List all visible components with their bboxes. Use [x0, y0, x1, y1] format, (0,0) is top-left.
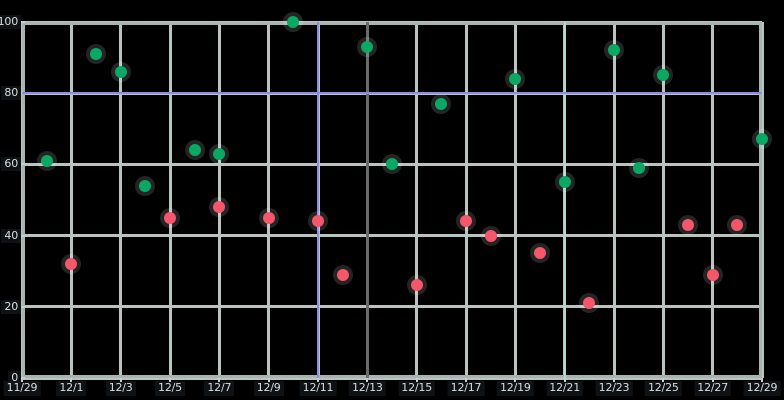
- gridline-horizontal: [22, 376, 762, 380]
- y-axis-tick-label: 40: [1, 228, 21, 243]
- x-axis-tick-label: 12/7: [204, 381, 235, 396]
- data-point-green[interactable]: [361, 40, 374, 53]
- data-point-red[interactable]: [312, 215, 324, 228]
- x-axis-tick-label: 12/25: [644, 381, 682, 396]
- marker-line-vertical: [366, 22, 370, 378]
- x-axis-tick: [514, 378, 517, 382]
- data-point-green[interactable]: [287, 16, 300, 28]
- x-axis-tick-label: 12/13: [348, 381, 386, 396]
- y-axis-tick: [21, 21, 25, 23]
- gridline-horizontal: [22, 305, 762, 309]
- x-axis-tick: [613, 378, 615, 382]
- y-axis-tick: [21, 163, 25, 166]
- x-axis-tick-label: 12/27: [694, 381, 732, 396]
- data-point-red[interactable]: [262, 211, 275, 224]
- gridline-horizontal: [22, 234, 762, 238]
- x-axis-tick-label: 11/29: [3, 381, 41, 396]
- gridline-vertical: [612, 22, 616, 378]
- data-point-green[interactable]: [435, 97, 448, 110]
- data-point-red[interactable]: [484, 229, 497, 242]
- x-axis-tick-label: 12/15: [398, 381, 436, 396]
- y-axis-tick-label: 20: [1, 299, 21, 314]
- x-axis-tick-label: 12/1: [56, 381, 87, 396]
- x-axis-tick: [563, 378, 566, 382]
- y-axis-tick-label: 80: [1, 86, 21, 101]
- x-axis-tick: [366, 378, 369, 382]
- data-point-green[interactable]: [139, 179, 152, 192]
- x-axis-tick: [70, 378, 73, 382]
- x-axis-tick: [317, 378, 319, 382]
- data-point-red[interactable]: [460, 215, 472, 228]
- x-axis-tick: [21, 378, 23, 382]
- data-point-red[interactable]: [583, 297, 596, 310]
- x-axis-tick-label: 12/3: [105, 381, 136, 396]
- highlight-line-vertical: [317, 22, 319, 378]
- data-point-green[interactable]: [188, 144, 201, 157]
- x-axis-tick-label: 12/5: [155, 381, 185, 396]
- data-point-green[interactable]: [558, 176, 571, 189]
- data-point-green[interactable]: [657, 69, 670, 82]
- x-axis-tick-label: 12/21: [546, 381, 584, 396]
- x-axis-tick: [267, 378, 270, 382]
- gridline-vertical: [711, 22, 715, 378]
- y-axis-tick: [21, 377, 25, 379]
- data-point-red[interactable]: [410, 279, 423, 292]
- x-axis-tick: [169, 378, 171, 382]
- x-axis-tick: [119, 378, 122, 382]
- x-axis-line: [22, 375, 762, 378]
- data-point-green[interactable]: [608, 44, 620, 57]
- gridline-vertical: [415, 22, 419, 378]
- plot-top-border: [22, 22, 762, 25]
- data-point-red[interactable]: [65, 258, 78, 271]
- data-point-green[interactable]: [386, 158, 398, 171]
- gridline-vertical: [168, 22, 172, 378]
- data-point-green[interactable]: [114, 65, 127, 78]
- gridline-vertical: [119, 22, 123, 378]
- x-axis-tick-label: 12/29: [743, 381, 781, 396]
- gridline-vertical: [464, 22, 468, 378]
- y-axis-tick-label: 100: [0, 15, 21, 29]
- y-axis-labels: 0 20 40 60 80 100: [0, 0, 25, 400]
- data-point-red[interactable]: [164, 211, 176, 224]
- x-axis-tick: [761, 378, 763, 382]
- x-axis-tick-label: 12/19: [496, 381, 534, 396]
- plot-right-border: [759, 22, 762, 378]
- x-axis-tick: [218, 378, 221, 382]
- x-axis-tick-label: 12/23: [595, 381, 633, 396]
- gridline-vertical: [661, 22, 665, 378]
- x-axis-tick: [662, 378, 665, 382]
- x-axis-tick: [465, 378, 467, 382]
- data-point-green[interactable]: [90, 48, 102, 61]
- y-axis-tick: [21, 234, 25, 237]
- gridline-vertical: [760, 22, 764, 378]
- data-point-green[interactable]: [632, 161, 645, 174]
- data-point-red[interactable]: [213, 201, 226, 214]
- data-point-green[interactable]: [509, 72, 522, 85]
- tint-line-vertical: [563, 22, 566, 378]
- x-axis-tick: [415, 378, 418, 382]
- y-axis-line: [22, 22, 25, 378]
- data-point-green[interactable]: [40, 154, 53, 167]
- gridline-vertical: [69, 22, 73, 378]
- data-point-red[interactable]: [706, 268, 719, 281]
- x-axis-tick-label: 12/9: [253, 381, 284, 396]
- x-axis-tick-label: 12/17: [447, 381, 485, 396]
- x-axis-tick: [711, 378, 714, 382]
- x-axis-tick-label: 12/11: [299, 381, 337, 396]
- plot-area: [20, 16, 768, 380]
- data-point-red[interactable]: [682, 218, 694, 231]
- data-point-green[interactable]: [213, 147, 226, 160]
- gridline-vertical: [217, 22, 221, 378]
- data-point-red[interactable]: [534, 247, 546, 260]
- gridline-vertical: [267, 22, 271, 378]
- y-axis-tick-label: 60: [1, 157, 21, 172]
- y-axis-tick: [21, 305, 25, 308]
- data-point-red[interactable]: [336, 268, 349, 281]
- gridline-vertical: [513, 22, 517, 378]
- highlight-line-horizontal: [22, 92, 762, 95]
- data-point-green[interactable]: [756, 133, 768, 146]
- data-point-red[interactable]: [731, 218, 744, 231]
